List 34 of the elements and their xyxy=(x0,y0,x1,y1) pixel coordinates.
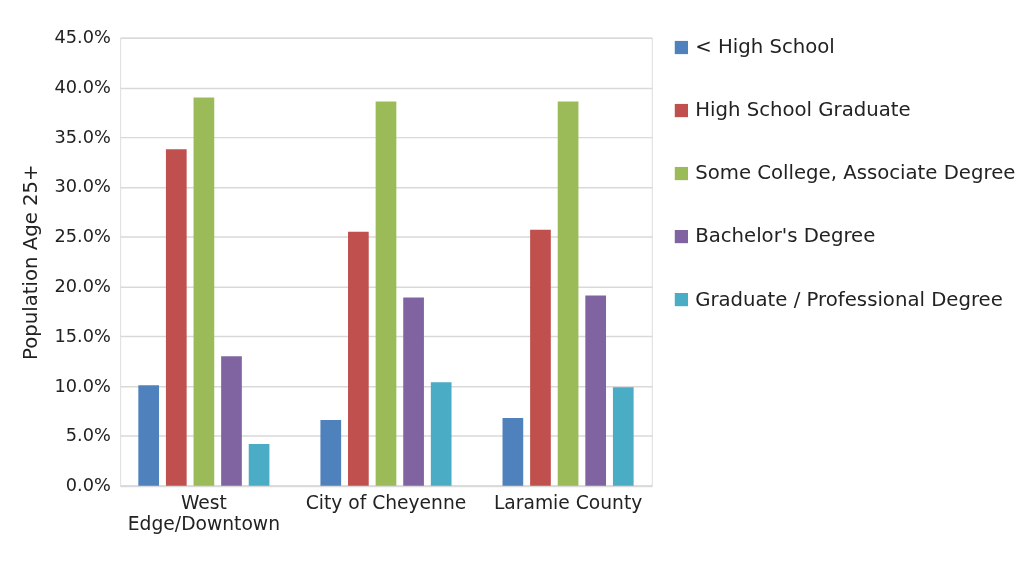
bar xyxy=(193,97,215,486)
legend-label: < High School xyxy=(695,35,835,59)
bar xyxy=(502,417,524,486)
y-tick-label: 45.0% xyxy=(54,27,111,48)
bar xyxy=(585,295,607,486)
y-tick-label: 30.0% xyxy=(54,176,111,197)
y-tick-label: 15.0% xyxy=(54,325,111,346)
bar xyxy=(403,297,424,486)
legend-label: High School Graduate xyxy=(695,98,911,122)
y-tick-label: 5.0% xyxy=(65,425,111,446)
y-axis-title: Population Age 25+ xyxy=(18,164,42,360)
y-tick-label: 10.0% xyxy=(54,375,111,396)
bar xyxy=(348,231,369,486)
y-tick-label: 20.0% xyxy=(54,275,111,296)
bar xyxy=(557,101,579,486)
x-tick-label: City of Cheyenne xyxy=(305,491,467,513)
legend-label: Bachelor's Degree xyxy=(695,224,876,248)
y-tick-label: 40.0% xyxy=(54,76,111,97)
bar xyxy=(138,385,160,486)
bar xyxy=(248,443,270,486)
bar xyxy=(530,229,551,486)
bar xyxy=(320,419,342,486)
legend-label: Graduate / Professional Degree xyxy=(695,287,1003,311)
x-tick-label: Laramie County xyxy=(493,491,643,513)
y-tick-label: 25.0% xyxy=(54,226,111,247)
bar xyxy=(221,356,242,486)
bar xyxy=(165,149,187,486)
bar xyxy=(612,387,634,486)
y-tick-label: 35.0% xyxy=(54,126,111,147)
bar xyxy=(430,382,452,486)
y-tick-label: 0.0% xyxy=(65,475,111,496)
bar xyxy=(375,101,397,486)
x-tick-label: West Edge/Downtown xyxy=(127,491,280,534)
legend-label: Some College, Associate Degree xyxy=(695,161,1016,185)
